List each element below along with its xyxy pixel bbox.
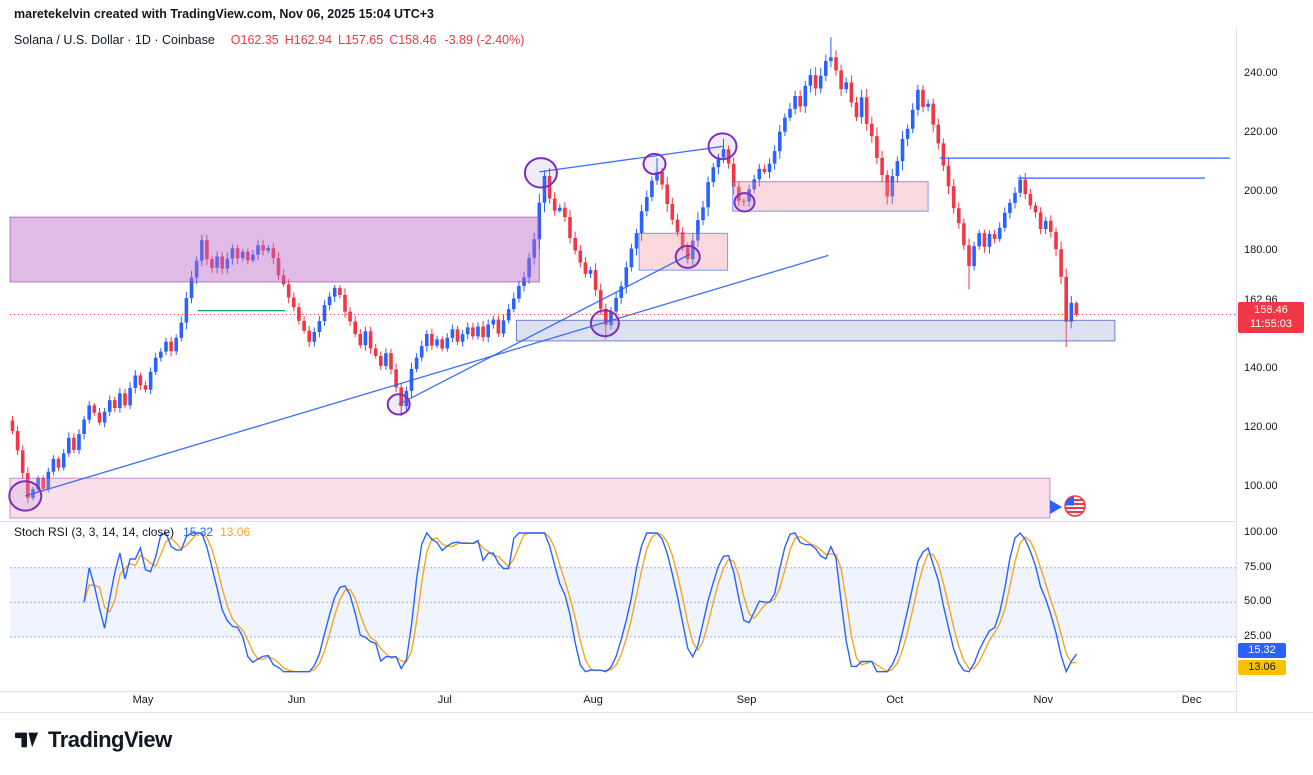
demand-zone-lavender[interactable] (515, 319, 1116, 342)
time-tick-Jul: Jul (437, 694, 452, 706)
circle-marker-6 (707, 132, 738, 161)
stoch-d-badge[interactable]: 13.06 (1238, 660, 1286, 675)
circle-marker-1 (386, 393, 411, 416)
circle-marker-4 (642, 152, 667, 176)
change-value: -3.89 (-2.40%) (444, 33, 525, 47)
circle-marker-7 (733, 192, 756, 213)
stoch-rsi-legend: Stoch RSI (3, 3, 14, 14, close) 15.32 13.0… (14, 525, 250, 539)
supply-zone-upper[interactable] (732, 181, 929, 212)
stoch-tick-label: 25.00 (1244, 630, 1272, 642)
trendline-1 (398, 253, 691, 405)
high-value: 162.94 (293, 33, 333, 47)
stoch-d-line (83, 532, 1077, 673)
stoch-k-line (83, 531, 1077, 674)
low-label: L (338, 33, 345, 47)
demand-zone-mid[interactable] (638, 232, 729, 271)
circle-marker-5 (674, 244, 701, 269)
price-tick-label: 180.00 (1244, 244, 1278, 256)
last-price-value: 158.46 (1254, 304, 1288, 316)
tradingview-brand-text: TradingView (48, 727, 172, 752)
supply-demand-zones[interactable] (9, 181, 1116, 519)
stoch-tick-label: 50.00 (1244, 595, 1272, 608)
last-price-badge[interactable]: 158.46 11:55:03 (1238, 302, 1304, 333)
trendline-2 (539, 145, 724, 173)
close-value: 158.46 (398, 33, 437, 47)
high-label: H (284, 33, 294, 47)
price-tick-label: 140.00 (1244, 362, 1278, 374)
time-tick-Sep: Sep (736, 694, 757, 706)
panel-separator[interactable] (0, 521, 1236, 522)
low-value: 157.65 (344, 33, 384, 47)
attribution-text: maretekelvin created with TradingView.co… (14, 7, 434, 21)
chart-bottom-separator (0, 712, 1313, 713)
price-tick-label: 120.00 (1244, 421, 1278, 433)
stoch-k-value: 15.32 (183, 525, 214, 539)
stoch-rsi-plot (83, 531, 1077, 674)
tradingview-logo-icon (14, 732, 39, 748)
circle-markers[interactable] (8, 132, 756, 512)
circle-marker-0 (8, 480, 43, 512)
stoch-d-value: 13.06 (220, 525, 251, 539)
price-scale[interactable]: 240.00 220.00 200.00 180.00 162.96 140.00 120.… (1236, 0, 1313, 712)
stoch-tick-label: 75.00 (1244, 560, 1272, 573)
trendline-0 (25, 254, 829, 497)
attribution-bar: maretekelvin created with TradingView.co… (14, 7, 434, 21)
demand-zone-bottom[interactable] (9, 477, 1051, 519)
flag-marker-icon[interactable] (1050, 495, 1086, 517)
stoch-rsi-title[interactable]: Stoch RSI (3, 3, 14, 14, close) (14, 525, 175, 539)
price-tick-label: 240.00 (1244, 67, 1278, 79)
price-tick-label: 100.00 (1244, 480, 1278, 492)
time-scale-separator (0, 691, 1236, 692)
tradingview-logo[interactable]: TradingView (14, 727, 172, 753)
symbol-legend: Solana / U.S. Dollar · 1D · Coinbase O162… (14, 33, 524, 47)
time-tick-Oct: Oct (886, 694, 904, 706)
trendlines[interactable] (25, 145, 829, 497)
price-tick-label: 200.00 (1244, 185, 1278, 197)
time-tick-May: May (132, 694, 154, 706)
time-tick-Dec: Dec (1181, 694, 1202, 706)
time-tick-Nov: Nov (1033, 694, 1053, 706)
circle-marker-2 (523, 157, 558, 189)
close-label: C (389, 33, 399, 47)
stoch-tick-label: 100.00 (1244, 526, 1278, 538)
time-scale[interactable]: May Jun Jul Aug Sep Oct Nov Dec (0, 694, 1236, 714)
symbol-title[interactable]: Solana / U.S. Dollar · 1D · Coinbase (14, 33, 215, 47)
circle-marker-3 (589, 309, 620, 338)
open-value: 162.35 (240, 33, 279, 47)
stoch-k-badge[interactable]: 15.32 (1238, 643, 1286, 658)
price-tick-label: 220.00 (1244, 126, 1278, 138)
time-tick-Jun: Jun (287, 694, 306, 706)
horizontal-lines[interactable] (197, 157, 1230, 312)
supply-zone-left[interactable] (9, 216, 540, 283)
open-label: O (230, 33, 241, 47)
bar-countdown: 11:55:03 (1249, 317, 1292, 330)
price-scale-separator[interactable] (1236, 28, 1237, 712)
time-tick-Aug: Aug (583, 694, 603, 706)
